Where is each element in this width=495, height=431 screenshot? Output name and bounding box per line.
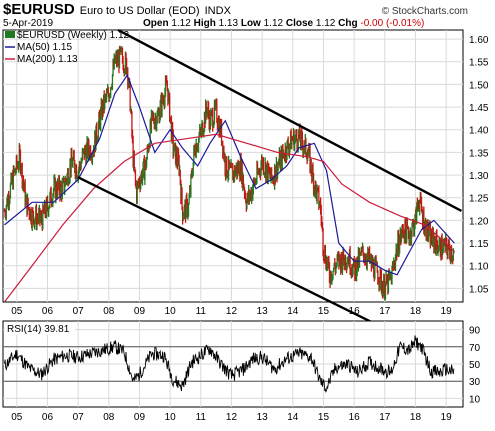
close-value: 1.12: [315, 18, 336, 29]
price-x-tick-label: 19: [441, 306, 453, 317]
rsi-label: RSI(14) 39.81: [7, 324, 70, 335]
price-y-tick-label: 1.50: [469, 80, 489, 91]
rsi-x-tick-label: 07: [73, 412, 85, 423]
price-x-tick-label: 10: [165, 306, 177, 317]
high-value: 1.13: [218, 18, 239, 29]
rsi-line: [4, 335, 455, 394]
open-value: 1.12: [171, 18, 191, 29]
legend-price-label: $EURUSD (Weekly) 1.12: [17, 30, 130, 41]
ohlc-readout: Open 1.12 High 1.13 Low 1.12 Close 1.12 …: [143, 18, 424, 29]
price-x-tick-label: 12: [226, 306, 238, 317]
rsi-x-tick-label: 05: [11, 412, 23, 423]
rsi-x-tick-label: 10: [165, 412, 177, 423]
low-value: 1.12: [263, 18, 284, 29]
rsi-x-tick-label: 12: [226, 412, 238, 423]
price-y-tick-label: 1.15: [469, 239, 489, 250]
price-x-tick-label: 09: [134, 306, 146, 317]
rsi-x-tick-label: 06: [42, 412, 54, 423]
price-x-tick-label: 05: [11, 306, 23, 317]
rsi-x-tick-label: 15: [318, 412, 330, 423]
rsi-plot-body: [4, 335, 455, 394]
rsi-y-tick-label: 70: [469, 343, 481, 354]
legend-ma200-label: MA(200) 1.13: [17, 54, 78, 65]
ma50-line: [4, 74, 455, 276]
price-plot-body: [3, 45, 455, 302]
open-label: Open: [143, 18, 169, 29]
price-x-tick-label: 08: [103, 306, 115, 317]
symbol-description: Euro to US Dollar (EOD): [79, 5, 200, 17]
close-label: Close: [285, 18, 314, 29]
chg-value: -0.00 (-0.01%): [360, 18, 425, 29]
rsi-x-tick-label: 17: [379, 412, 391, 423]
price-panel: 1.05 1.10 1.15 1.20 1.25 1.30 1.35 1.40 1.45 1.50…: [2, 28, 489, 359]
chg-label: Chg: [338, 18, 358, 29]
price-x-tick-label: 17: [379, 306, 391, 317]
rsi-y-tick-label: 10: [469, 394, 481, 405]
low-label: Low: [240, 18, 261, 29]
chart-date: 5-Apr-2019: [3, 18, 54, 29]
price-y-tick-label: 1.40: [469, 126, 489, 137]
price-y-tick-label: 1.55: [469, 58, 489, 69]
price-y-tick-label: 1.45: [469, 103, 489, 114]
price-y-tick-label: 1.60: [469, 35, 489, 46]
price-y-tick-label: 1.35: [469, 148, 489, 159]
price-y-tick-label: 1.05: [469, 284, 489, 295]
brand-watermark: © StockCharts.com: [381, 6, 468, 17]
rsi-y-tick-label: 30: [469, 377, 481, 388]
rsi-x-tick-label: 09: [134, 412, 146, 423]
high-label: High: [193, 18, 216, 29]
rsi-y-tick-label: 90: [469, 326, 481, 337]
rsi-x-tick-label: 08: [103, 412, 115, 423]
price-x-tick-label: 18: [410, 306, 422, 317]
price-x-tick-label: 06: [42, 306, 54, 317]
rsi-x-tick-label: 13: [257, 412, 269, 423]
rsi-x-tick-label: 11: [196, 412, 207, 423]
price-x-tick-label: 11: [196, 306, 207, 317]
rsi-y-tick-label: 50: [469, 360, 481, 371]
rsi-panel: 10 30 50 70 90 05 06 07 08 09 10 11 12 13 14 15 16 17 18 19…: [2, 320, 481, 423]
channel-upper-trendline: [117, 28, 463, 212]
chart-title: $EURUSD Euro to US Dollar (EOD) INDX: [3, 1, 231, 18]
price-y-tick-label: 1.25: [469, 194, 489, 205]
rsi-label-background: [5, 323, 75, 335]
legend-swatch-price: [5, 31, 15, 38]
price-y-tick-label: 1.30: [469, 171, 489, 182]
price-x-tick-label: 07: [73, 306, 85, 317]
ma200-line: [4, 133, 455, 302]
price-x-tick-label: 15: [318, 306, 330, 317]
rsi-x-tick-label: 16: [349, 412, 361, 423]
price-x-tick-label: 14: [287, 306, 299, 317]
price-y-tick-label: 1.20: [469, 216, 489, 227]
rsi-x-tick-label: 18: [410, 412, 422, 423]
legend-ma50-label: MA(50) 1.15: [17, 42, 72, 53]
symbol: $EURUSD: [3, 1, 75, 18]
price-x-tick-label: 13: [257, 306, 269, 317]
rsi-x-tick-label: 19: [441, 412, 453, 423]
price-x-tick-label: 16: [349, 306, 361, 317]
price-y-tick-label: 1.10: [469, 262, 489, 273]
rsi-x-tick-label: 14: [287, 412, 299, 423]
exchange: INDX: [204, 5, 231, 17]
